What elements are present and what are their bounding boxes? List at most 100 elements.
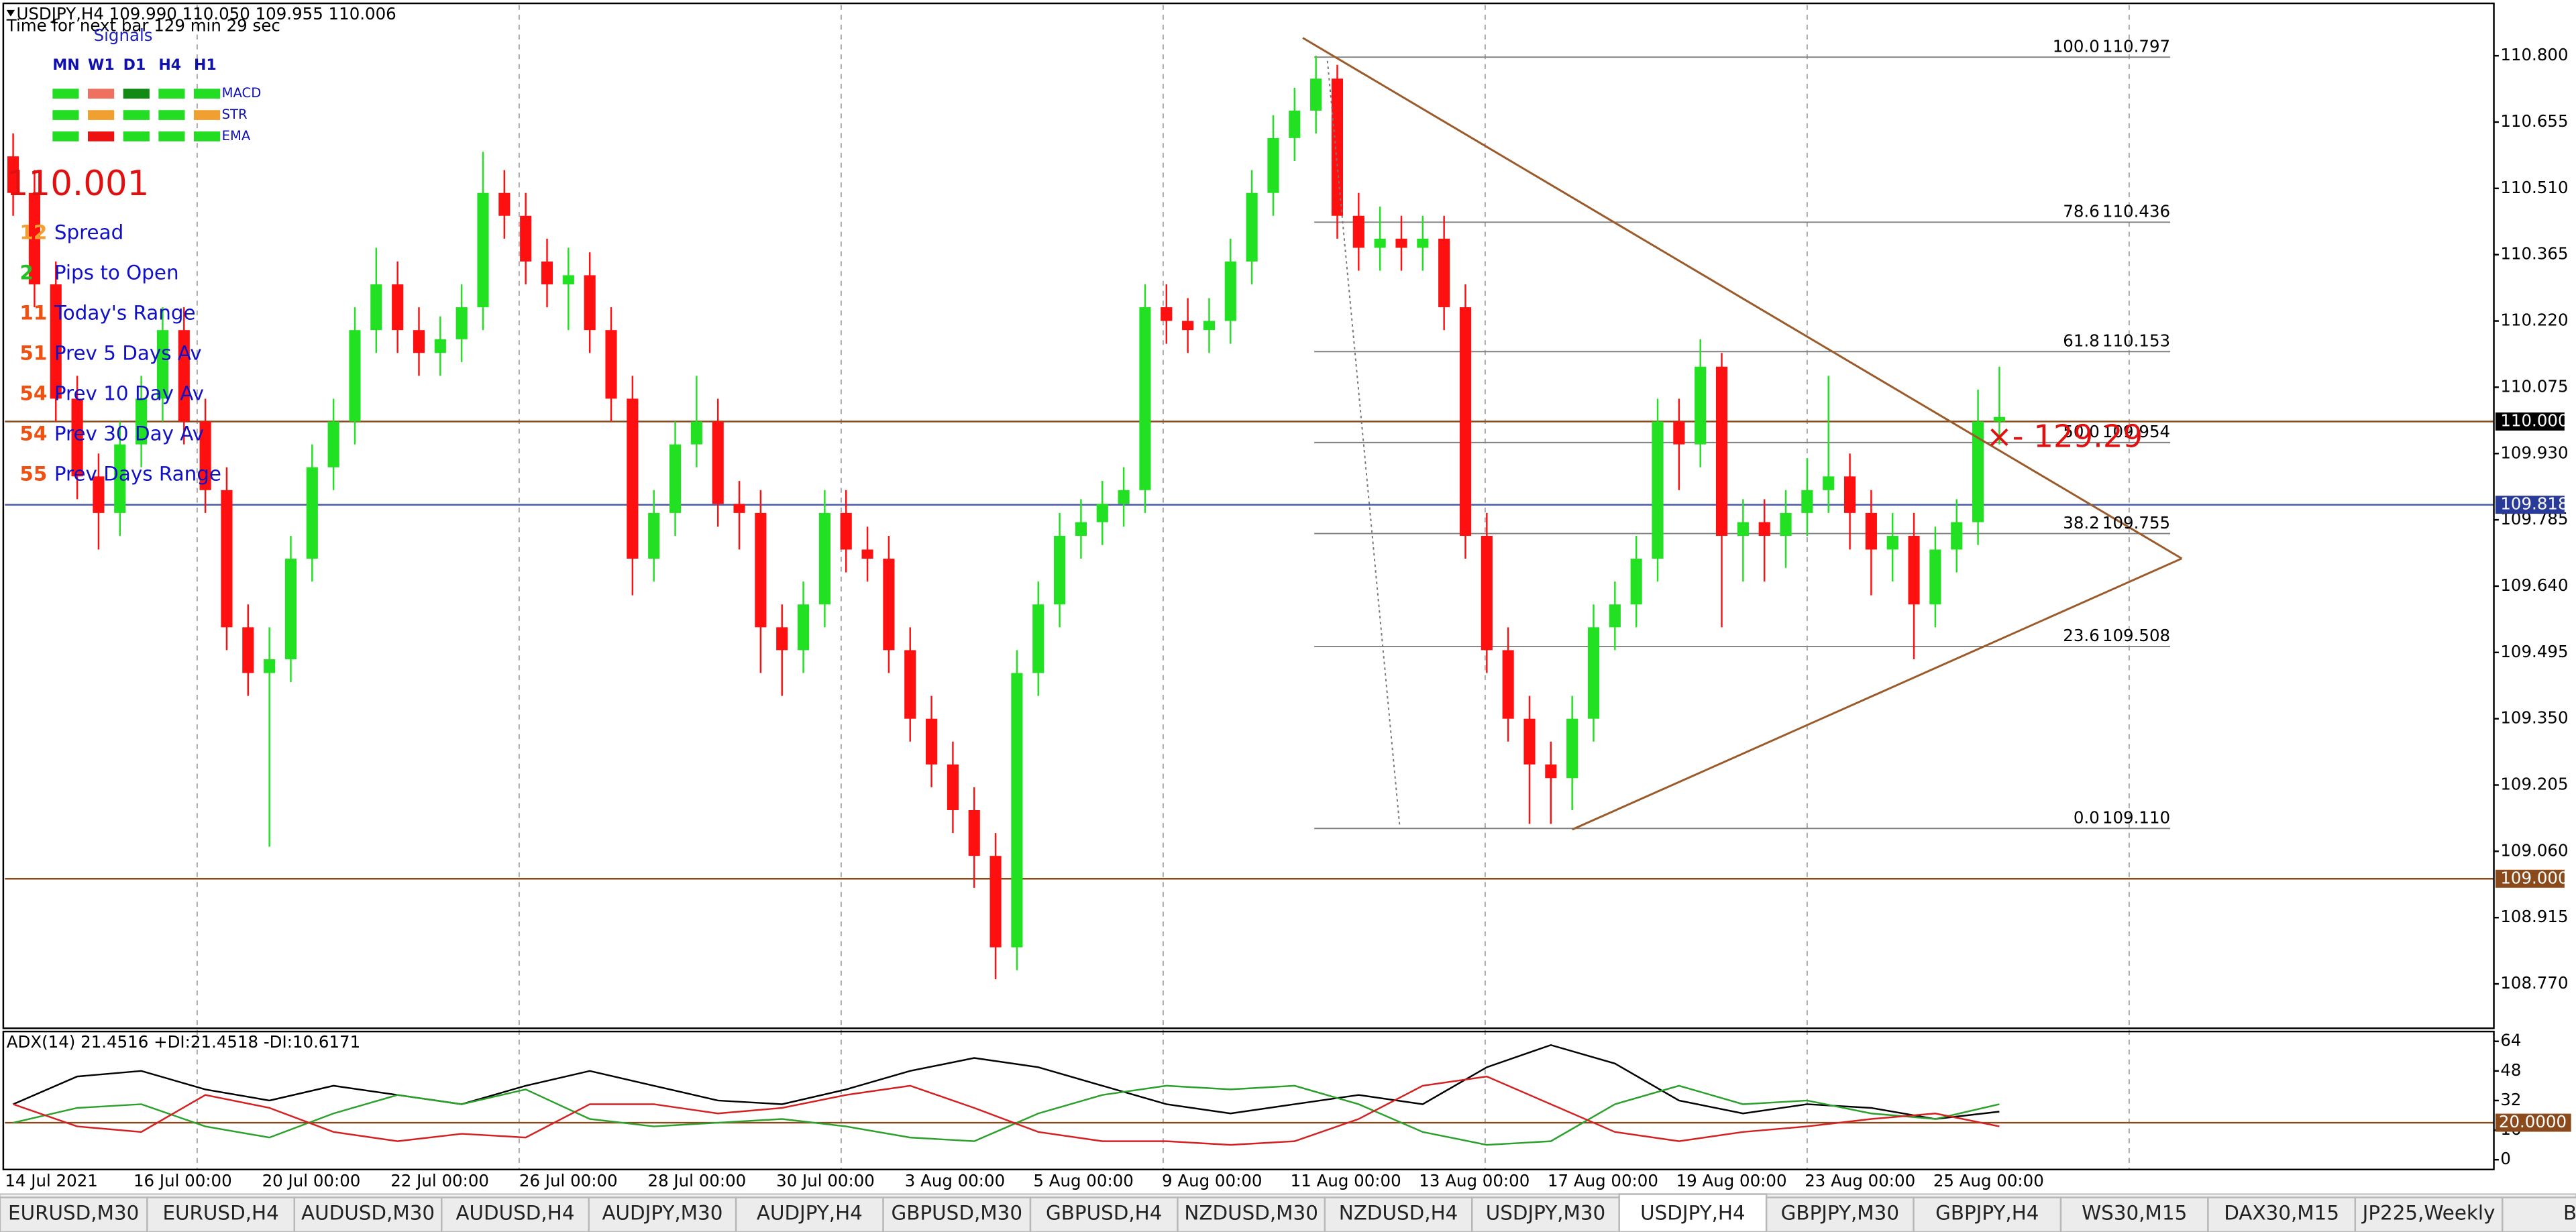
level-box: [2496, 1113, 2571, 1132]
active-tab[interactable]: [1618, 1193, 1768, 1232]
candle-body: [690, 421, 702, 445]
price-level-label: 109.818: [2500, 494, 2568, 514]
tabs: EURUSD,M30 EURUSD,H4 AUDUSD,M30 AUDUSD,H4 AU…: [0, 1193, 2576, 1232]
tab-label[interactable]: AUDJPY,H4: [757, 1201, 863, 1224]
price-level-label: 110.000: [2500, 411, 2568, 431]
signal-row-name: STR: [222, 107, 248, 122]
overlay: USDJPY,H4 109.990 110.050 109.955 110.00…: [5, 4, 2571, 1190]
tab[interactable]: [882, 1196, 1032, 1232]
stat-label: Prev Days Range: [54, 462, 221, 485]
candle-body: [1523, 718, 1536, 765]
tab-label[interactable]: GBPUSD,M30: [892, 1201, 1022, 1224]
annotation: ×- 129.29: [1986, 418, 2143, 455]
tab-label[interactable]: GBPJPY,H4: [1935, 1201, 2039, 1224]
tab[interactable]: [1029, 1196, 1179, 1232]
candle-body: [904, 650, 916, 719]
stat-label: Prev 10 Day Av: [54, 382, 204, 404]
tab-label[interactable]: NZDUSD,H4: [1339, 1201, 1458, 1224]
candle-body: [1438, 238, 1450, 308]
x-tick-label: 26 Jul 00:00: [519, 1171, 618, 1190]
candle-body: [1823, 476, 1835, 490]
tab-label[interactable]: AUDUSD,M30: [301, 1201, 435, 1224]
tab-label[interactable]: EURUSD,M30: [8, 1201, 139, 1224]
candle-body: [627, 398, 639, 559]
candle-body: [1587, 627, 1600, 719]
signal-cell: [158, 89, 185, 99]
signal-column: W1: [88, 57, 115, 74]
window-menu-icon: [6, 9, 15, 17]
tab-label[interactable]: GBPUSD,H4: [1046, 1201, 1163, 1224]
y-tick-label: 110.365: [2500, 244, 2568, 264]
stat-label: Spread: [54, 221, 123, 243]
candle-body: [1780, 512, 1792, 536]
y-tick-label: 109.060: [2500, 840, 2568, 860]
stat-value: 2: [19, 261, 33, 284]
candle-body: [7, 156, 19, 193]
tab[interactable]: [146, 1196, 296, 1232]
y-tick-label: 64: [2500, 1031, 2521, 1050]
tab-label[interactable]: DAX30,M15: [2224, 1201, 2339, 1224]
tab[interactable]: [441, 1196, 590, 1232]
candle-body: [71, 398, 83, 477]
signal-cell: [88, 110, 115, 120]
tab[interactable]: [2207, 1196, 2357, 1232]
y-tick-label: 110.655: [2500, 111, 2568, 131]
y-tick-label: 109.930: [2500, 443, 2568, 462]
tab[interactable]: [2059, 1196, 2209, 1232]
x-tick-label: 16 Jul 00:00: [133, 1171, 232, 1190]
stat-value: 54: [19, 382, 47, 404]
signal-cell: [193, 89, 221, 99]
indicator-line: [13, 1084, 2000, 1146]
tab-label[interactable]: AUDUSD,H4: [455, 1201, 574, 1224]
fib-level-price: 110.436: [2102, 202, 2170, 221]
candle-body: [284, 559, 297, 660]
signal-column: H4: [158, 57, 181, 74]
fib-level-price: 109.954: [2102, 422, 2170, 441]
candle-body: [1993, 416, 2005, 422]
tab-label[interactable]: BT: [2563, 1201, 2576, 1224]
tab[interactable]: [2354, 1196, 2504, 1232]
candle-body: [541, 261, 553, 285]
candle-body: [178, 330, 190, 422]
tab-label[interactable]: JP225,Weekly: [2361, 1201, 2496, 1224]
candle-body: [1032, 604, 1044, 673]
x-tick-label: 13 Aug 00:00: [1419, 1171, 1529, 1190]
y-tick-label: 0: [2500, 1149, 2511, 1168]
fib-level-ratio: 38.2: [2063, 513, 2099, 533]
candle-body: [221, 490, 233, 628]
candle-body: [1459, 307, 1472, 536]
signal-column: D1: [123, 57, 146, 74]
candle-body: [797, 604, 810, 651]
signal-column: H1: [194, 57, 217, 74]
candle-body: [1972, 421, 1984, 522]
signal-cell: [52, 89, 79, 99]
candle-body: [1865, 512, 1877, 550]
tab-label[interactable]: GBPJPY,M30: [1781, 1201, 1899, 1224]
candle-body: [50, 284, 62, 399]
tab-label[interactable]: WS30,M15: [2082, 1201, 2187, 1224]
indicator-title: ADX(14) 21.4516 +DI:21.4518 -DI:10.6171: [7, 1032, 360, 1052]
candle-body: [1246, 192, 1258, 262]
tab-label[interactable]: AUDJPY,M30: [602, 1201, 722, 1224]
tab[interactable]: [735, 1196, 884, 1232]
trend-line: [1572, 557, 2182, 831]
y-tick-label: 32: [2500, 1090, 2521, 1109]
y-tick-label: 109.640: [2500, 575, 2568, 595]
signal-cell: [123, 131, 150, 142]
x-tick-label: 3 Aug 00:00: [905, 1171, 1005, 1190]
tab-label[interactable]: USDJPY,H4: [1640, 1201, 1746, 1224]
y-tick-label: 109.350: [2500, 708, 2568, 728]
tab-label[interactable]: EURUSD,H4: [162, 1201, 278, 1224]
stat-label: Prev 30 Day Av: [54, 422, 204, 445]
tab-label[interactable]: USDJPY,M30: [1486, 1201, 1606, 1224]
y-tick-label: 110.510: [2500, 178, 2568, 197]
candle-body: [1139, 307, 1151, 490]
candle-body: [520, 215, 532, 262]
candle-body: [1886, 535, 1898, 550]
tab[interactable]: [0, 1196, 148, 1232]
signal-cell: [88, 89, 115, 99]
candle-body: [1737, 522, 1749, 536]
tab-label[interactable]: NZDUSD,M30: [1184, 1201, 1318, 1224]
tab[interactable]: [1913, 1196, 2062, 1232]
candle-body: [1951, 522, 1963, 550]
